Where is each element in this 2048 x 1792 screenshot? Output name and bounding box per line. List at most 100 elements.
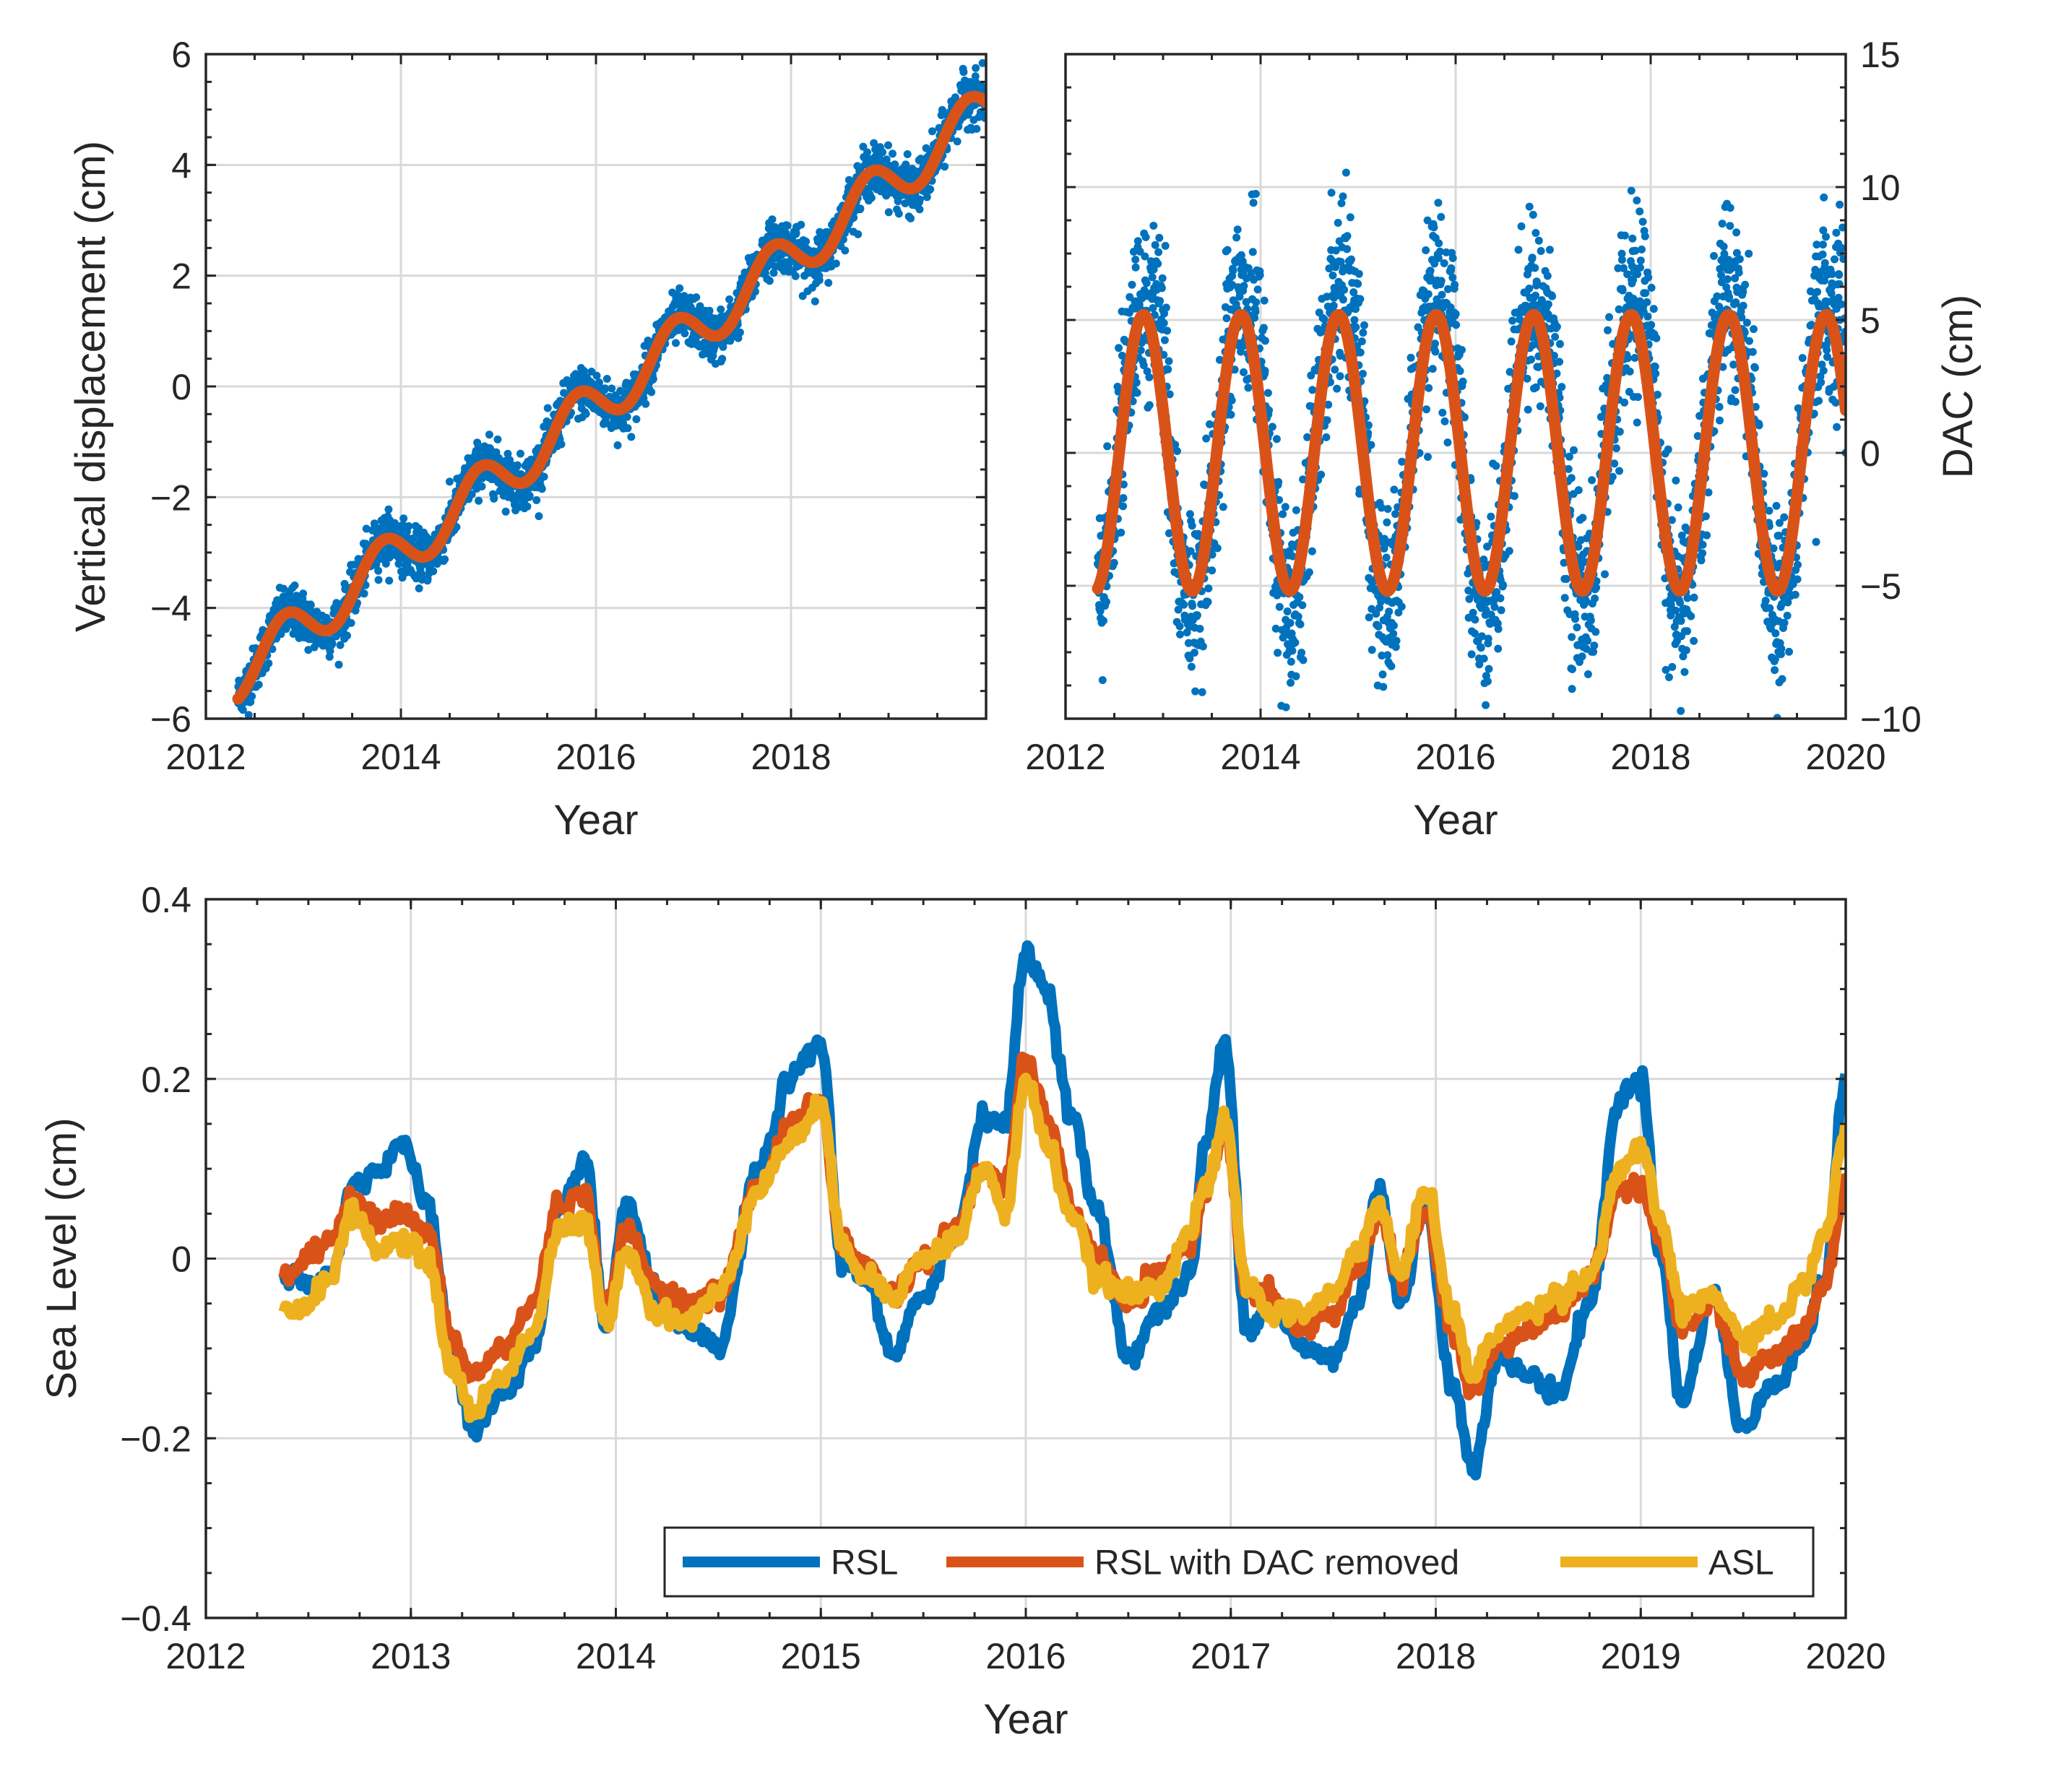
data-point (1664, 673, 1673, 682)
data-point (1674, 503, 1682, 511)
data-point (1524, 405, 1532, 414)
data-point (1188, 602, 1197, 610)
data-point (1149, 222, 1158, 230)
data-point (1458, 346, 1466, 354)
data-point (1735, 255, 1744, 264)
data-point (719, 342, 727, 351)
data-point (1523, 374, 1531, 383)
data-point (959, 68, 968, 77)
data-point (1627, 186, 1636, 195)
data-point (1625, 367, 1634, 376)
data-point (1158, 274, 1167, 282)
data-point (290, 581, 299, 589)
data-point (1690, 636, 1698, 645)
data-point (1574, 486, 1583, 495)
data-point (1638, 245, 1646, 254)
data-point (1590, 641, 1599, 650)
data-point (1365, 613, 1373, 622)
data-point (1628, 234, 1637, 243)
data-point (513, 461, 522, 469)
data-point (1643, 298, 1651, 306)
data-point (1356, 295, 1365, 303)
data-point (248, 692, 256, 701)
data-point (1098, 676, 1107, 685)
data-point (1505, 547, 1513, 555)
data-point (1249, 199, 1258, 207)
data-point (1337, 199, 1346, 207)
data-point (537, 485, 546, 493)
data-point (1233, 225, 1242, 234)
data-point (280, 584, 288, 593)
data-point (1451, 310, 1460, 319)
data-point (1259, 324, 1268, 332)
data-point (1555, 339, 1564, 348)
data-point (405, 522, 413, 530)
data-point (1165, 357, 1173, 365)
data-point (1244, 384, 1253, 392)
data-point (1229, 267, 1237, 275)
data-point (1227, 410, 1235, 419)
data-point (264, 659, 273, 667)
data-point (1448, 273, 1457, 282)
data-point (1647, 321, 1656, 329)
data-point (1359, 329, 1368, 337)
data-point (1615, 428, 1624, 436)
data-point (244, 711, 253, 719)
data-point (1440, 259, 1448, 267)
data-point (798, 292, 807, 300)
data-point (815, 276, 824, 285)
data-point (1615, 305, 1623, 313)
data-point (1240, 282, 1248, 290)
series-points (1094, 168, 1846, 719)
data-point (1360, 321, 1368, 329)
data-point (1459, 377, 1467, 386)
data-point (445, 477, 454, 486)
data-point (1191, 687, 1200, 696)
data-point (429, 567, 438, 576)
data-point (717, 305, 725, 313)
data-point (1340, 285, 1349, 294)
data-point (441, 555, 449, 563)
data-point (1422, 246, 1430, 254)
data-point (1638, 217, 1647, 226)
data-point (381, 559, 390, 568)
data-point (1726, 204, 1734, 212)
data-point (1536, 402, 1544, 410)
data-point (1623, 354, 1632, 363)
data-point (1516, 315, 1524, 324)
data-point (608, 384, 616, 393)
data-point (1435, 239, 1443, 248)
data-point (1305, 568, 1313, 576)
data-point (1492, 462, 1500, 470)
data-point (769, 269, 778, 277)
data-point (792, 229, 800, 238)
data-point (1287, 678, 1295, 687)
data-point (1118, 351, 1126, 360)
data-point (1467, 650, 1476, 659)
data-point (1715, 402, 1724, 411)
data-point (1341, 168, 1350, 177)
data-point (1260, 296, 1269, 305)
data-point (504, 449, 512, 458)
data-point (1298, 601, 1307, 610)
data-point (1557, 383, 1566, 391)
data-point (1555, 358, 1564, 366)
y-tick-label: 4 (171, 145, 191, 186)
data-point (1425, 384, 1433, 392)
data-point (1347, 255, 1355, 264)
data-point (1145, 401, 1154, 410)
y-tick-label: −6 (150, 699, 191, 740)
data-point (1163, 326, 1172, 335)
data-point (1583, 670, 1592, 678)
data-point (1292, 506, 1300, 514)
data-point (613, 441, 622, 449)
data-point (1434, 199, 1443, 207)
data-point (675, 284, 684, 293)
data-point (1687, 612, 1695, 620)
data-point (1291, 639, 1300, 647)
data-point (1322, 433, 1331, 441)
data-point (1651, 369, 1660, 378)
data-point (415, 584, 423, 593)
data-point (1281, 503, 1289, 511)
data-point (475, 496, 483, 505)
